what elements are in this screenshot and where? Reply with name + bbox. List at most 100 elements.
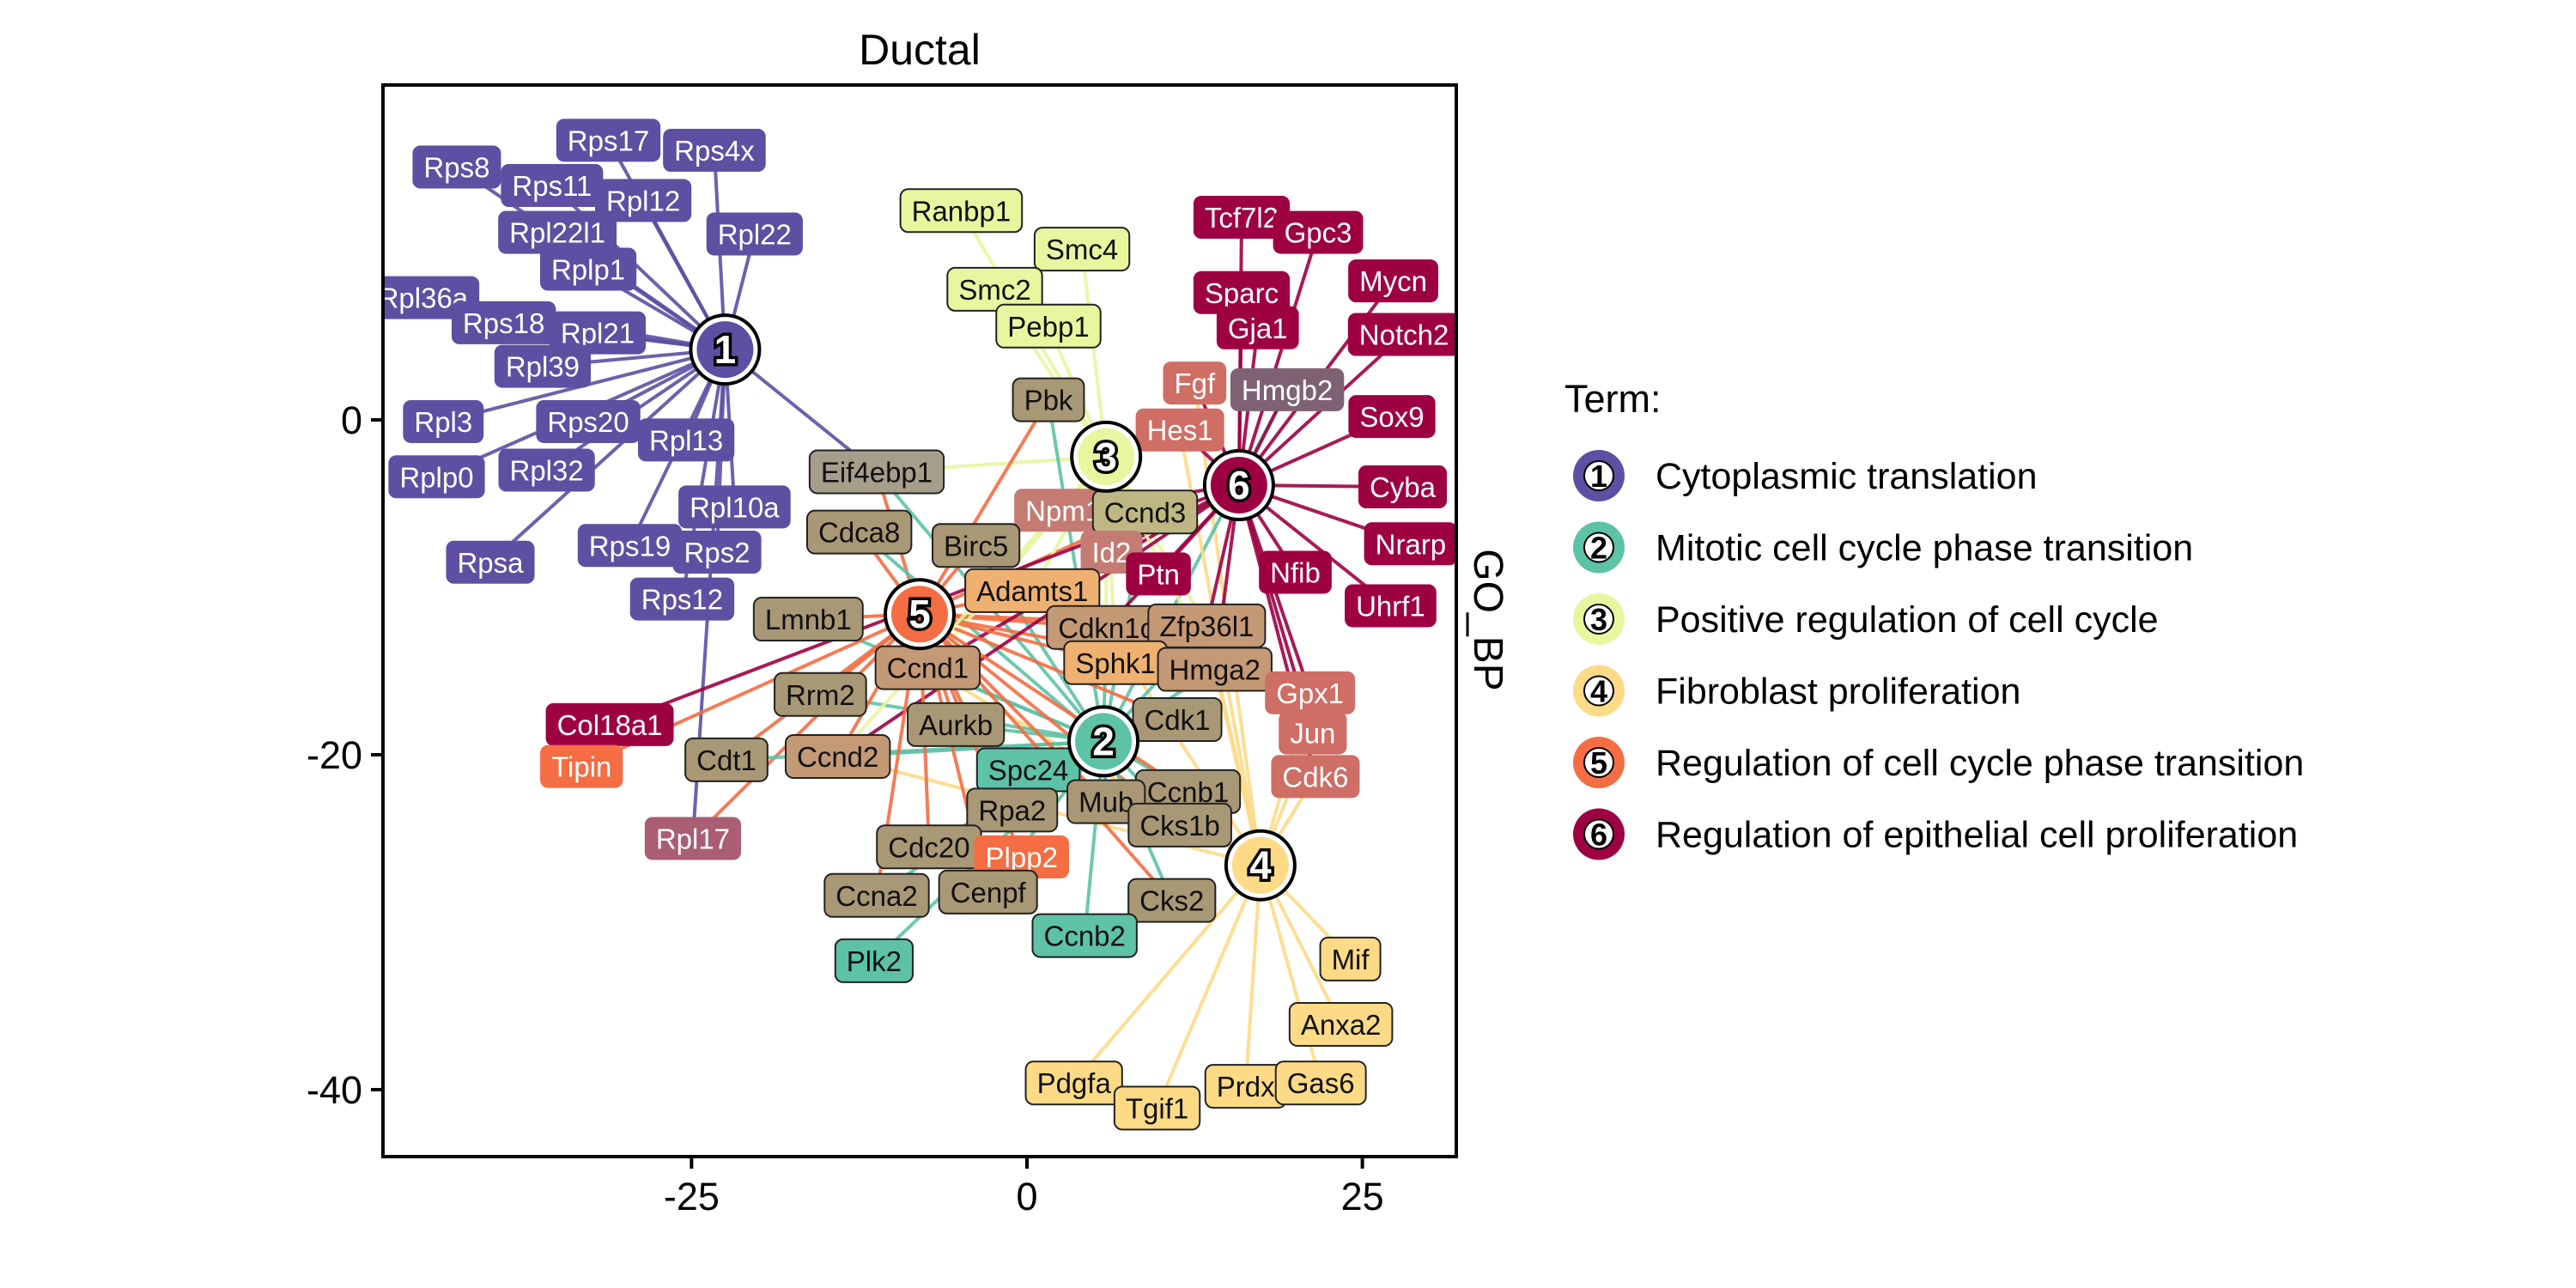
gene-label-hmgb2: Hmgb2 (1230, 368, 1345, 411)
gene-label-box (1193, 270, 1291, 314)
gene-label-sox9: Sox9 (1348, 395, 1436, 439)
gene-label-gpx1: Gpx1 (1265, 671, 1356, 714)
gene-label-text: Rpl12 (606, 185, 680, 217)
x-axis-tick-label: 25 (1341, 1175, 1384, 1218)
gene-label-text: Cenpf (951, 877, 1027, 908)
gene-label-rrm2: Rrm2 (774, 671, 867, 717)
gene-label-text: Hmga2 (1170, 654, 1261, 686)
gene-label-rpl39: Rpl39 (494, 344, 592, 388)
edge-gpc3-term-6 (1236, 232, 1320, 486)
x-axis-tick-label: 0 (1016, 1175, 1037, 1218)
gene-label-lmnb1: Lmnb1 (752, 597, 864, 642)
legend-key-inner (1583, 460, 1614, 491)
gene-label-zfp36l1: Zfp36l1 (1147, 603, 1267, 648)
gene-label-text: Gpc3 (1285, 217, 1352, 249)
hub-number: 1 (714, 327, 737, 372)
gene-label-box (644, 817, 742, 860)
edge-pbk-term-5 (918, 398, 1050, 616)
gene-label-text: Rpa2 (978, 794, 1046, 826)
gene-label-text: Nrarp (1376, 528, 1447, 560)
term-hub-2: 2 (1067, 705, 1140, 778)
edge-tgif1-term-4 (1155, 864, 1262, 1109)
gene-label-ranbp1: Ranbp1 (899, 188, 1024, 234)
gene-label-box (1135, 408, 1224, 452)
gene-label-box (938, 869, 1038, 914)
gene-label-text: Mycn (1359, 265, 1427, 297)
gene-label-tgif1: Tgif1 (1113, 1085, 1201, 1131)
gene-label-box (494, 344, 592, 388)
gene-label-text: Pebp1 (1007, 311, 1089, 343)
gene-label-box (1274, 1060, 1367, 1106)
gene-label-text: Rpl3 (414, 406, 472, 438)
gene-label-cyba: Cyba (1358, 465, 1448, 508)
gene-label-box (1126, 552, 1191, 596)
gene-label-box (577, 524, 683, 568)
chart-title: Ductal (859, 26, 981, 74)
edge-ccnb1-term-5 (918, 612, 1189, 793)
hub-number: 3 (1095, 434, 1117, 479)
gene-label-text: Cdk1 (1144, 704, 1210, 736)
gene-label-text: Cks1b (1139, 810, 1220, 841)
gene-label-text: Rps4x (674, 135, 755, 167)
gene-label-text: Lmnb1 (765, 604, 852, 635)
gene-label-text: Rpl32 (510, 455, 584, 487)
gene-label-ccnd1: Ccnd1 (874, 645, 981, 690)
gene-label-cdk1: Cdk1 (1132, 697, 1223, 743)
gene-label-cks2: Cks2 (1127, 878, 1217, 923)
gene-label-rps8: Rps8 (412, 145, 501, 189)
gene-label-rpl10a: Rpl10a (678, 485, 791, 529)
gene-label-box (1127, 802, 1232, 848)
gene-label-box (1066, 779, 1146, 824)
gene-label-sparc: Sparc (1193, 270, 1291, 314)
gene-label-box (388, 455, 485, 499)
gene-label-text: Ccnd2 (797, 741, 878, 773)
gene-label-ccnd2: Ccnd2 (784, 733, 891, 779)
gene-label-text: Smc4 (1046, 234, 1118, 265)
gene-label-text: Rps20 (547, 406, 629, 438)
gene-label-box (899, 188, 1024, 234)
gene-label-box (1216, 306, 1299, 349)
gene-label-box (1288, 1001, 1394, 1047)
gene-label-text: Cdca8 (818, 517, 900, 549)
hub-fill (1075, 713, 1133, 770)
gene-label-hes1: Hes1 (1135, 408, 1224, 452)
gene-label-jun: Jun (1279, 711, 1347, 755)
gene-label-text: Sparc (1205, 277, 1279, 309)
gene-label-box (808, 449, 945, 495)
gene-label-text: Hmgb2 (1242, 374, 1333, 406)
gene-label-box (595, 179, 692, 222)
y-axis-tick-label: -40 (307, 1068, 362, 1112)
gene-label-text: Plpp2 (986, 841, 1058, 873)
gene-label-text: Rpl21 (561, 318, 635, 349)
gene-label-box (1163, 361, 1227, 405)
gene-label-ccnb2: Ccnb2 (1031, 913, 1138, 958)
legend-key-inner (1583, 747, 1614, 778)
gene-label-pbk: Pbk (1012, 377, 1085, 422)
gene-label-mif: Mif (1319, 936, 1382, 981)
term-hub-3: 3 (1070, 420, 1143, 493)
gene-label-text: Smc2 (958, 274, 1030, 306)
gene-label-box (1271, 755, 1360, 799)
gene-label-npm1: Npm1 (1014, 489, 1113, 532)
gene-label-hmga2: Hmga2 (1157, 647, 1273, 692)
legend-entry-3: 3 Positive regulation of cell cycle (1573, 593, 2159, 645)
gene-label-box (451, 301, 556, 344)
legend-key-inner (1583, 675, 1614, 707)
gene-label-box (1033, 227, 1131, 272)
gene-label-ccnb1: Ccnb1 (1134, 769, 1242, 814)
legend-key-number: 3 (1590, 602, 1607, 637)
gene-label-text: Cks2 (1139, 885, 1204, 917)
gene-label-box (1193, 196, 1291, 240)
gene-label-text: Pdgfa (1037, 1067, 1112, 1099)
legend-entry-1: 1 Cytoplasmic translation (1573, 450, 2038, 501)
gene-label-smc2: Smc2 (946, 266, 1043, 312)
gene-label-box (774, 671, 867, 717)
gene-label-text: Rpsa (457, 547, 524, 579)
gene-label-box (549, 311, 647, 355)
gene-label-text: Sphk1 (1075, 647, 1156, 679)
gene-label-text: Jun (1290, 718, 1335, 750)
gene-label-text: Tcf7l2 (1205, 202, 1279, 234)
gene-label-box (1091, 489, 1199, 535)
gene-label-smc4: Smc4 (1033, 227, 1131, 272)
legend-label: Regulation of cell cycle phase transitio… (1656, 743, 2304, 784)
